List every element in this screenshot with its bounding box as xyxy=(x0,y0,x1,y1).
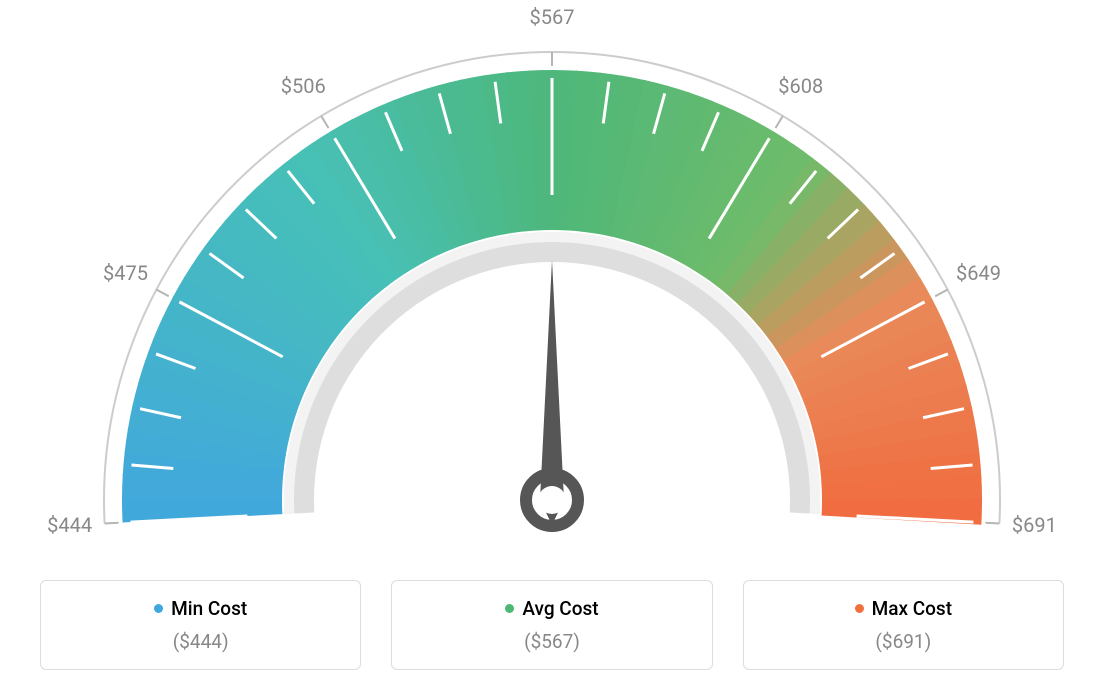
legend-dot-max xyxy=(855,604,864,613)
gauge-tick-label: $475 xyxy=(103,261,148,285)
gauge-tick-label: $506 xyxy=(281,74,326,98)
legend-card-max: Max Cost ($691) xyxy=(743,580,1064,670)
gauge-tick-label: $444 xyxy=(47,513,92,537)
gauge-svg xyxy=(0,0,1104,560)
gauge-chart: $444 $475 $506 $567 $608 $649 $691 xyxy=(0,0,1104,560)
legend-card-min: Min Cost ($444) xyxy=(40,580,361,670)
legend-label-max: Max Cost xyxy=(872,597,952,620)
legend-dot-min xyxy=(154,604,163,613)
legend-value-min: ($444) xyxy=(51,630,350,653)
legend-card-avg: Avg Cost ($567) xyxy=(391,580,712,670)
legend-value-avg: ($567) xyxy=(402,630,701,653)
gauge-tick-label: $649 xyxy=(956,261,1001,285)
legend-value-max: ($691) xyxy=(754,630,1053,653)
gauge-tick-label: $691 xyxy=(1012,513,1057,537)
legend-title-max: Max Cost xyxy=(855,597,952,620)
gauge-tick-label: $608 xyxy=(778,74,823,98)
legend-label-avg: Avg Cost xyxy=(522,597,598,620)
legend-title-min: Min Cost xyxy=(154,597,247,620)
legend-dot-avg xyxy=(505,604,514,613)
legend-label-min: Min Cost xyxy=(171,597,247,620)
gauge-tick-label: $567 xyxy=(530,5,575,29)
legend-row: Min Cost ($444) Avg Cost ($567) Max Cost… xyxy=(0,580,1104,670)
legend-title-avg: Avg Cost xyxy=(505,597,598,620)
